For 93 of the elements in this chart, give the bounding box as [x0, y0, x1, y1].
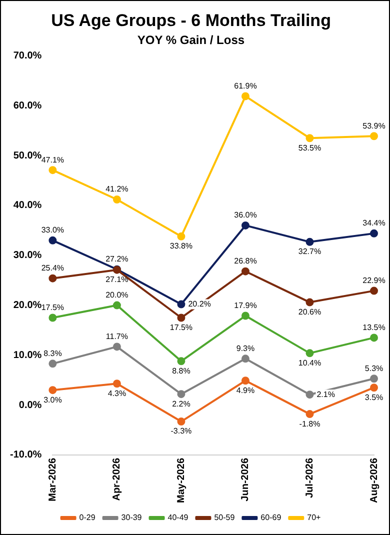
- data-label: 26.8%: [234, 256, 257, 266]
- point: [370, 384, 378, 392]
- point: [370, 132, 378, 140]
- data-label: 17.5%: [170, 322, 193, 332]
- y-tick-label: 40.0%: [13, 200, 42, 212]
- point: [48, 360, 57, 368]
- y-tick-label: -10.0%: [10, 450, 42, 461]
- legend-label: 70+: [307, 513, 322, 522]
- data-label: 10.4%: [298, 358, 322, 368]
- data-label: 32.7%: [298, 247, 322, 256]
- data-label: 4.3%: [108, 388, 126, 398]
- data-label: 22.9%: [362, 276, 386, 286]
- point: [48, 274, 57, 282]
- y-tick-label: 50.0%: [13, 150, 42, 162]
- data-label: 3.5%: [364, 392, 384, 402]
- point: [112, 342, 121, 351]
- legend-label: 0-29: [79, 513, 96, 522]
- data-label: 9.3%: [236, 344, 255, 353]
- x-tick-label: May-2026: [176, 458, 187, 503]
- point: [48, 386, 57, 394]
- point: [177, 232, 186, 240]
- x-tick-label: Aug-2026: [368, 458, 380, 503]
- data-label: 34.4%: [362, 218, 386, 228]
- point: [241, 354, 250, 363]
- x-tick-label: Mar-2026: [47, 458, 58, 502]
- data-label: 17.9%: [234, 300, 257, 310]
- data-label: 20.2%: [188, 299, 211, 308]
- data-label: 3.0%: [44, 395, 62, 404]
- point: [48, 166, 57, 174]
- data-label: 36.0%: [234, 210, 257, 220]
- point: [370, 229, 378, 238]
- y-tick-label: 60.0%: [13, 100, 42, 112]
- point: [177, 300, 186, 308]
- data-label: 17.5%: [41, 302, 64, 312]
- data-label: 20.0%: [106, 290, 128, 300]
- point: [241, 221, 250, 230]
- data-label: 27.2%: [106, 254, 128, 264]
- data-label: 53.9%: [362, 121, 386, 130]
- point: [177, 357, 186, 366]
- data-label: 33.0%: [41, 226, 64, 235]
- y-tick-label: 0.0%: [18, 400, 42, 411]
- point: [241, 267, 250, 276]
- legend-label: 30-39: [121, 513, 142, 522]
- x-tick-label: Jul-2026: [304, 458, 316, 498]
- point: [306, 410, 314, 418]
- data-label: -1.8%: [299, 419, 320, 428]
- data-label: 2.1%: [316, 390, 335, 399]
- point: [177, 314, 186, 322]
- data-label: 4.9%: [236, 386, 255, 395]
- data-label: 27.1%: [106, 275, 128, 284]
- point: [306, 390, 314, 399]
- data-label: 8.8%: [172, 366, 190, 376]
- legend-label: 40-49: [168, 513, 189, 522]
- data-label: 53.5%: [298, 143, 322, 152]
- data-label: 33.8%: [170, 242, 193, 251]
- data-label: 25.4%: [41, 264, 64, 273]
- point: [48, 314, 57, 322]
- point: [177, 418, 186, 426]
- y-tick-label: 10.0%: [13, 350, 42, 361]
- point: [306, 238, 314, 246]
- point: [306, 298, 314, 306]
- point: [370, 334, 378, 342]
- data-label: 11.7%: [106, 332, 128, 341]
- point: [306, 349, 314, 358]
- data-label: 8.3%: [44, 348, 62, 358]
- y-tick-label: 20.0%: [13, 300, 42, 312]
- data-label: 5.3%: [364, 364, 384, 373]
- y-tick-label: 70.0%: [13, 50, 42, 62]
- point: [241, 376, 250, 385]
- point: [112, 196, 121, 204]
- data-label: -3.3%: [170, 426, 192, 436]
- point: [241, 92, 250, 100]
- point: [306, 134, 314, 142]
- point: [241, 312, 250, 320]
- data-label: 2.2%: [172, 399, 190, 408]
- data-label: 47.1%: [41, 155, 64, 164]
- data-label: 61.9%: [234, 81, 257, 90]
- y-tick-label: 30.0%: [13, 250, 42, 262]
- point: [112, 301, 121, 310]
- chart-title: US Age Groups - 6 Months Trailing: [51, 10, 331, 30]
- data-label: 13.5%: [362, 322, 386, 332]
- legend-label: 50-59: [214, 513, 236, 522]
- point: [370, 374, 378, 383]
- x-tick-label: Jun-2026: [240, 458, 252, 502]
- point: [177, 390, 186, 398]
- data-label: 41.2%: [106, 184, 128, 194]
- point: [48, 236, 57, 244]
- chart-subtitle: YOY % Gain / Loss: [137, 32, 245, 47]
- point: [112, 380, 121, 388]
- x-tick-label: Apr-2026: [112, 458, 123, 501]
- data-label: 20.6%: [298, 307, 322, 316]
- point: [370, 286, 378, 295]
- legend-label: 60-69: [260, 513, 282, 522]
